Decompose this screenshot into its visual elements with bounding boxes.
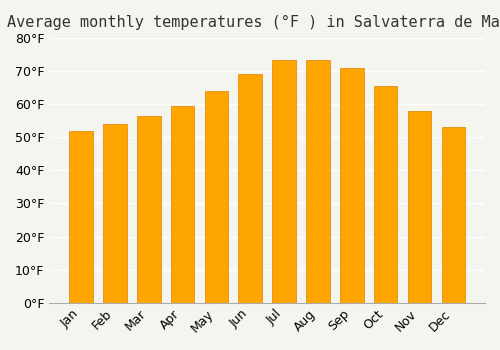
Title: Average monthly temperatures (°F ) in Salvaterra de Magos: Average monthly temperatures (°F ) in Sa…	[7, 15, 500, 30]
Bar	[272, 60, 296, 303]
Bar	[374, 86, 398, 303]
Bar	[238, 75, 262, 303]
Bar	[442, 127, 465, 303]
Bar	[170, 106, 194, 303]
Bar	[306, 60, 330, 303]
Bar	[103, 124, 126, 303]
Bar	[69, 131, 93, 303]
Bar	[137, 116, 160, 303]
Bar	[340, 68, 363, 303]
Bar	[204, 91, 229, 303]
Bar	[408, 111, 432, 303]
